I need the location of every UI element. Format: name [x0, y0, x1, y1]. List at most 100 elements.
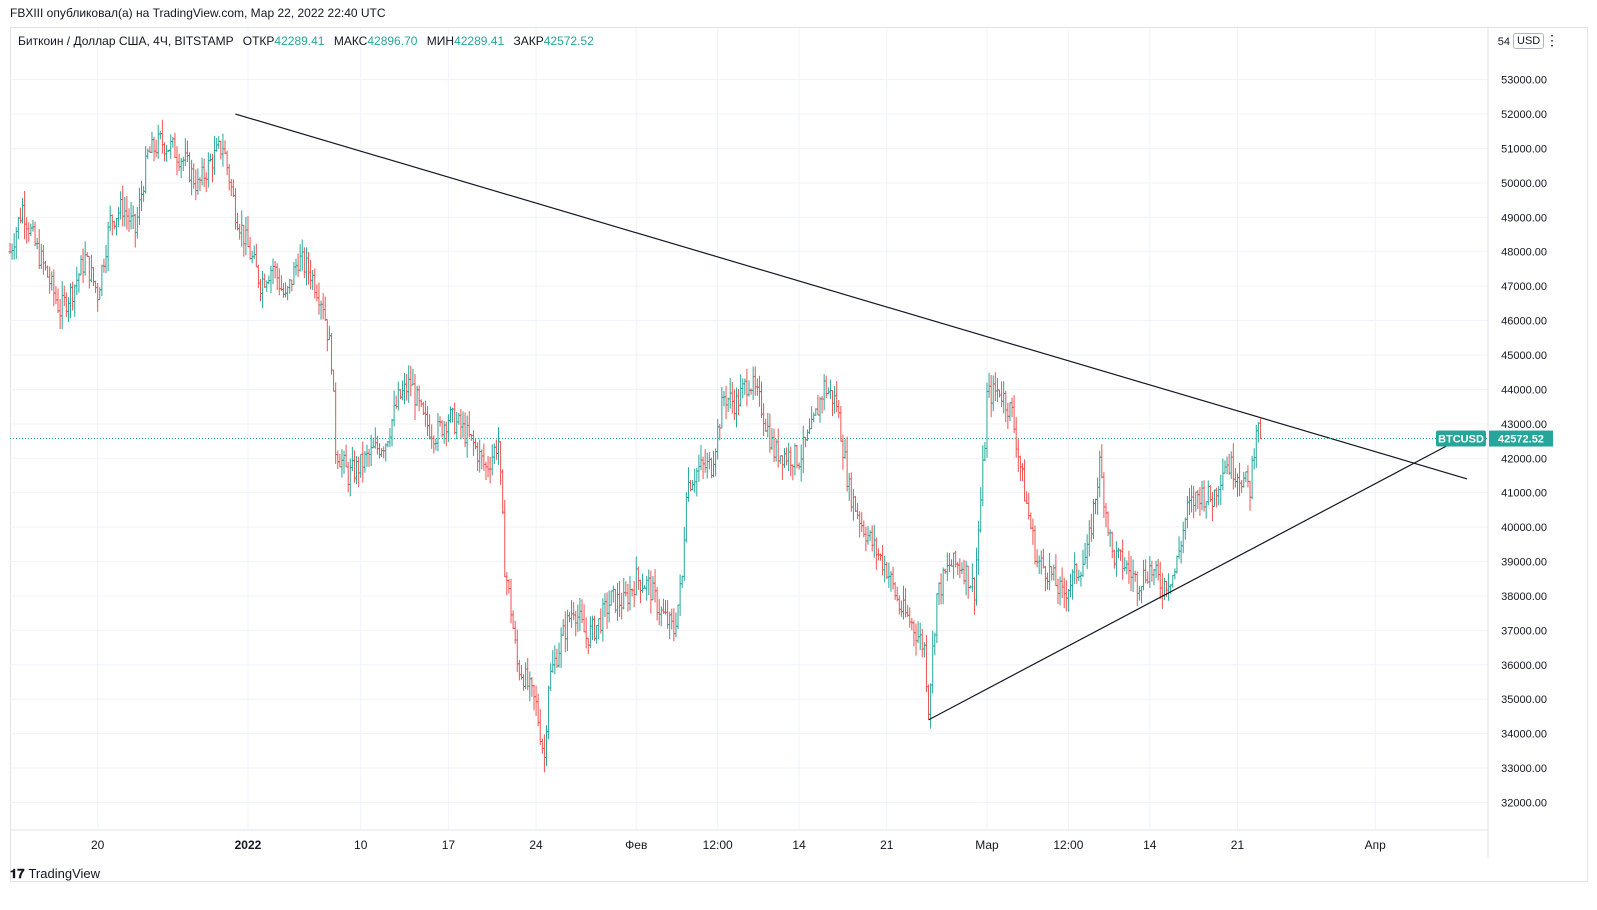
ohlc-bar[interactable]: [576, 604, 580, 632]
ohlc-bar[interactable]: [227, 163, 231, 191]
ohlc-bar[interactable]: [284, 282, 288, 298]
trendline-resistance[interactable]: [235, 113, 1468, 480]
ohlc-bar[interactable]: [991, 375, 995, 412]
ohlc-bar[interactable]: [887, 562, 891, 588]
ohlc-bar[interactable]: [538, 709, 542, 745]
ohlc-bar[interactable]: [1110, 531, 1114, 559]
ohlc-bar[interactable]: [60, 281, 64, 330]
ohlc-bar[interactable]: [874, 537, 878, 570]
ohlc-bar[interactable]: [737, 388, 741, 416]
ohlc-bar[interactable]: [551, 650, 555, 673]
ohlc-bar[interactable]: [1114, 541, 1118, 577]
ohlc-bar[interactable]: [987, 372, 991, 398]
ohlc-bar[interactable]: [158, 130, 162, 140]
ohlc-bar[interactable]: [856, 503, 860, 520]
ohlc-bar[interactable]: [463, 412, 467, 447]
ohlc-bar[interactable]: [16, 216, 20, 240]
ohlc-bar[interactable]: [344, 444, 348, 468]
ohlc-bar[interactable]: [835, 380, 839, 413]
ohlc-bar[interactable]: [27, 222, 31, 242]
ohlc-bar[interactable]: [1194, 491, 1198, 512]
ohlc-bar[interactable]: [409, 365, 413, 397]
ohlc-bar[interactable]: [1148, 556, 1152, 588]
ohlc-bar[interactable]: [1087, 520, 1091, 557]
ohlc-bar[interactable]: [659, 606, 663, 627]
ohlc-bar[interactable]: [503, 499, 507, 578]
ohlc-bar[interactable]: [1089, 513, 1093, 542]
ohlc-bar[interactable]: [549, 663, 553, 691]
ohlc-bar[interactable]: [672, 608, 676, 642]
ohlc-bar[interactable]: [780, 455, 784, 480]
ohlc-bar[interactable]: [346, 461, 350, 493]
ohlc-bar[interactable]: [31, 219, 35, 232]
ohlc-bar[interactable]: [1152, 568, 1156, 586]
ohlc-bar[interactable]: [1102, 472, 1106, 518]
ohlc-bar[interactable]: [1156, 558, 1160, 581]
ohlc-bar[interactable]: [668, 611, 672, 640]
ohlc-bar[interactable]: [1227, 453, 1231, 475]
ohlc-bar[interactable]: [1254, 424, 1258, 468]
ohlc-bar[interactable]: [778, 455, 782, 464]
ohlc-bar[interactable]: [490, 444, 494, 476]
ohlc-bar[interactable]: [1133, 570, 1137, 582]
ohlc-bar[interactable]: [198, 177, 202, 192]
ohlc-bar[interactable]: [584, 617, 588, 649]
ohlc-bar[interactable]: [693, 468, 697, 493]
ohlc-bar[interactable]: [432, 435, 436, 454]
ohlc-bar[interactable]: [883, 555, 887, 583]
ohlc-bar[interactable]: [476, 442, 480, 472]
ohlc-bar[interactable]: [1187, 488, 1191, 515]
ohlc-bar[interactable]: [69, 283, 73, 319]
ohlc-bar[interactable]: [966, 565, 970, 599]
ohlc-bar[interactable]: [826, 387, 830, 395]
ohlc-bar[interactable]: [355, 456, 359, 485]
ohlc-bar[interactable]: [25, 217, 29, 244]
ohlc-bar[interactable]: [993, 372, 997, 402]
ohlc-bar[interactable]: [304, 247, 308, 286]
ohlc-bar[interactable]: [1150, 560, 1154, 582]
ohlc-bar[interactable]: [1219, 474, 1223, 505]
ohlc-bar[interactable]: [79, 255, 83, 276]
ohlc-bar[interactable]: [793, 443, 797, 476]
ohlc-bar[interactable]: [108, 205, 112, 232]
ohlc-bar[interactable]: [419, 399, 423, 408]
ohlc-bar[interactable]: [361, 441, 365, 483]
ohlc-bar[interactable]: [1075, 563, 1079, 584]
ohlc-bar[interactable]: [1091, 499, 1095, 540]
ohlc-bar[interactable]: [682, 526, 686, 581]
ohlc-bar[interactable]: [741, 378, 745, 399]
ohlc-bar[interactable]: [37, 229, 41, 270]
ohlc-bar[interactable]: [56, 288, 60, 313]
ohlc-bar[interactable]: [582, 604, 586, 633]
ohlc-bar[interactable]: [1179, 540, 1183, 564]
ohlc-bar[interactable]: [271, 258, 275, 285]
ohlc-bar[interactable]: [478, 439, 482, 473]
ohlc-bar[interactable]: [1066, 589, 1070, 612]
ohlc-bar[interactable]: [622, 577, 626, 610]
ohlc-bar[interactable]: [686, 467, 690, 502]
ohlc-bar[interactable]: [1094, 498, 1098, 515]
ohlc-bar[interactable]: [273, 260, 277, 279]
ohlc-bar[interactable]: [315, 284, 319, 302]
ohlc-bar[interactable]: [597, 618, 601, 640]
ohlc-bar[interactable]: [334, 382, 338, 464]
ohlc-bar[interactable]: [177, 153, 181, 172]
ohlc-bar[interactable]: [236, 212, 240, 231]
ohlc-bar[interactable]: [553, 645, 557, 675]
ohlc-bar[interactable]: [123, 196, 127, 227]
ohlc-bar[interactable]: [1020, 463, 1024, 482]
ohlc-bar[interactable]: [1014, 417, 1018, 458]
ohlc-bar[interactable]: [480, 449, 484, 470]
ohlc-bar[interactable]: [392, 390, 396, 427]
ohlc-bar[interactable]: [1125, 560, 1129, 575]
ohlc-bar[interactable]: [1039, 550, 1043, 575]
ohlc-bar[interactable]: [572, 602, 576, 621]
ohlc-bar[interactable]: [1012, 395, 1016, 434]
ohlc-bar[interactable]: [127, 208, 131, 232]
ohlc-bar[interactable]: [192, 163, 196, 189]
ohlc-bar[interactable]: [509, 579, 513, 624]
ohlc-bar[interactable]: [849, 472, 853, 512]
ohlc-bar[interactable]: [822, 374, 826, 411]
ohlc-bar[interactable]: [135, 207, 139, 239]
ohlc-bar[interactable]: [933, 632, 937, 656]
